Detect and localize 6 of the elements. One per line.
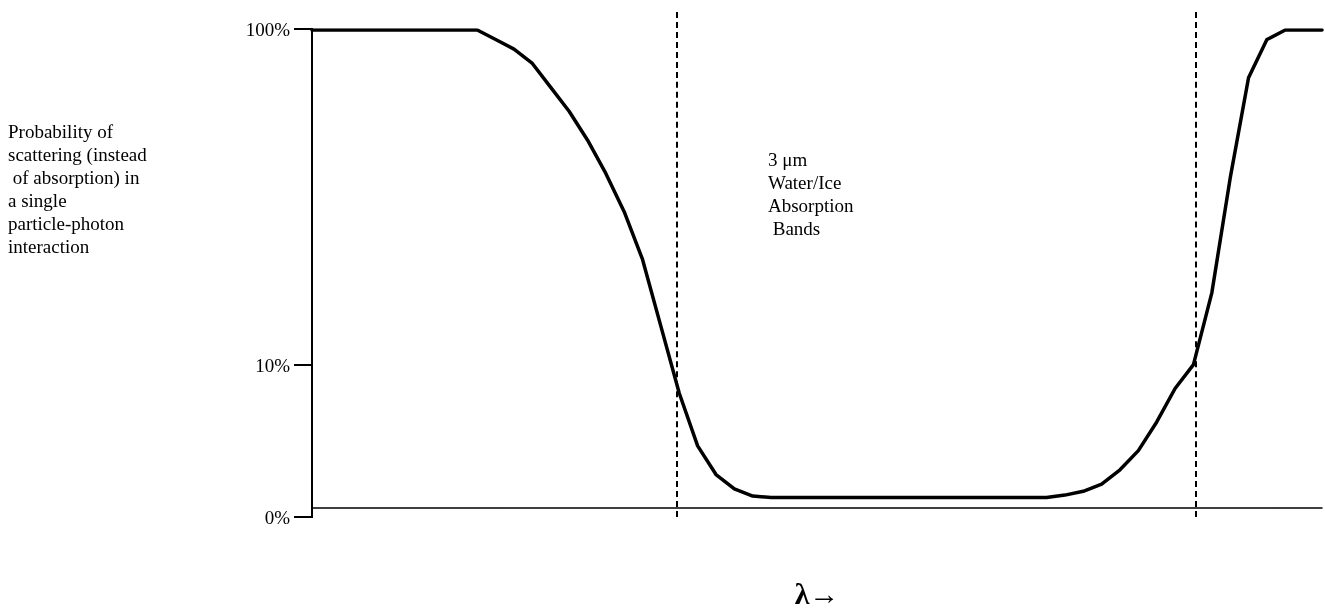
text: 10%	[255, 354, 291, 376]
text: 0%	[264, 506, 291, 528]
annotation: 3 μm Water/Ice Absorption Bands	[768, 149, 854, 239]
x-axis-title: λ→	[794, 576, 840, 610]
text: 100%	[245, 18, 291, 40]
text: Probability of scattering (instead of absorption) in a single particle-photon interaction	[8, 121, 148, 257]
